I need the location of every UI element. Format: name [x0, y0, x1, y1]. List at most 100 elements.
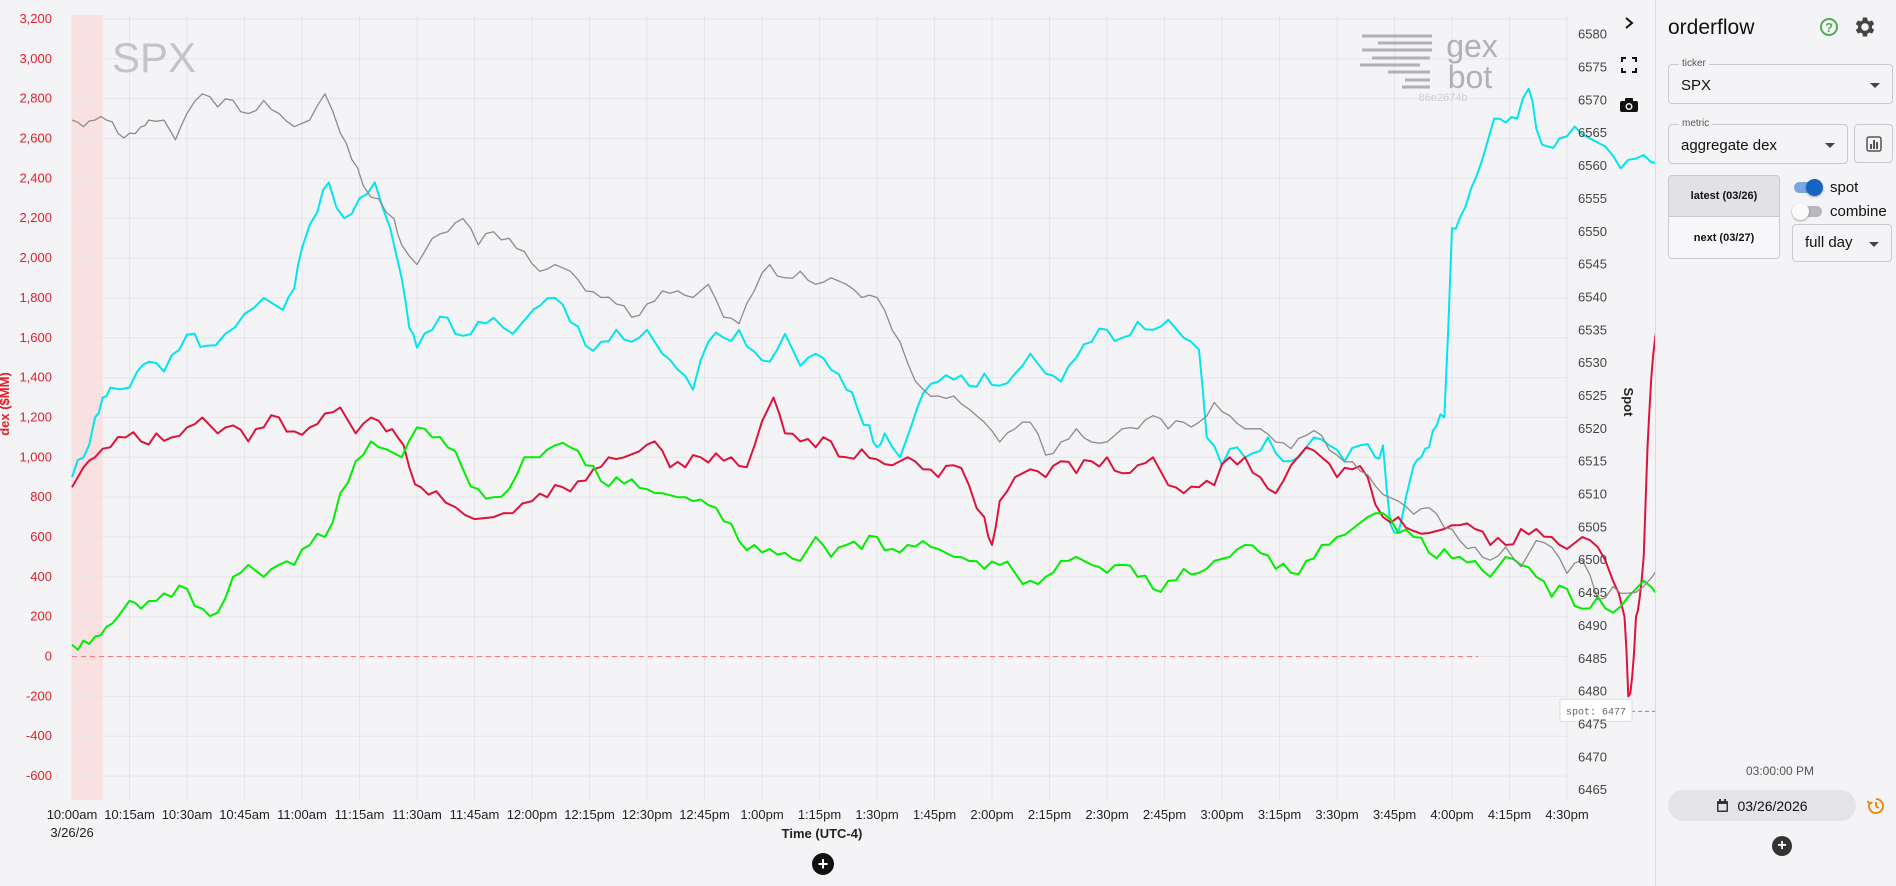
- plus-icon: +: [817, 854, 829, 874]
- x-tick-label: 2:30pm: [1085, 807, 1128, 822]
- chevron-right-icon: [1625, 17, 1634, 29]
- y-right-tick-label: 6495: [1578, 585, 1607, 600]
- history-icon[interactable]: [1866, 796, 1886, 816]
- pre-session-shading: [72, 15, 103, 800]
- y-left-tick-label: 400: [30, 569, 52, 584]
- y-right-tick-label: 6560: [1578, 158, 1607, 173]
- x-tick-label: 11:00am: [277, 807, 327, 822]
- spot-toggle-label: spot: [1830, 178, 1859, 196]
- y-left-tick-label: 2,200: [19, 210, 52, 225]
- metric-chart-button[interactable]: [1854, 124, 1893, 163]
- add-chart-button[interactable]: +: [812, 853, 834, 875]
- spot-label: spot: 6477: [1566, 707, 1626, 718]
- spot-label-box: [1559, 698, 1633, 722]
- add-panel-button[interactable]: +: [1772, 836, 1792, 856]
- y-right-axis-title: Spot: [1621, 388, 1636, 418]
- x-tick-label: 1:45pm: [913, 807, 956, 822]
- x-tick-label: 12:00pm: [507, 807, 558, 822]
- camera-icon: [1620, 98, 1638, 112]
- combine-toggle[interactable]: combine: [1792, 201, 1887, 221]
- y-right-tick-label: 6545: [1578, 257, 1607, 272]
- chart-area[interactable]: SPX gex bot 86e2674b spot: 6477 -600 -400 -200 0…: [0, 0, 1655, 886]
- y-left-tick-label: -400: [26, 728, 52, 743]
- series-line-0: [71, 87, 1655, 534]
- spot-toggle[interactable]: spot: [1794, 177, 1858, 197]
- spot-toggle-track[interactable]: [1794, 178, 1823, 196]
- current-time: 03:00:00 PM: [1746, 764, 1815, 778]
- spot-toggle-knob[interactable]: [1806, 178, 1823, 196]
- y-right-tick-label: 6490: [1578, 618, 1607, 633]
- y-right-tick-label: 6580: [1578, 27, 1607, 42]
- y-left-tick-label: -200: [26, 688, 52, 703]
- metric-select[interactable]: metric aggregate dex: [1668, 118, 1848, 164]
- y-left-tick-label: 3,200: [19, 11, 52, 26]
- watermark-id: 86e2674b: [1419, 92, 1468, 104]
- series-line-3: [71, 93, 1655, 601]
- x-tick-label: 10:30am: [162, 807, 213, 822]
- y-right-tick-label: 6510: [1578, 487, 1607, 502]
- x-tick-label: 12:30pm: [622, 807, 673, 822]
- y-left-tick-label: 1,800: [19, 290, 52, 305]
- y-left-tick-label: 3,000: [19, 51, 52, 66]
- bar-chart-icon: [1865, 135, 1882, 152]
- x-tick-label: 1:30pm: [855, 807, 898, 822]
- x-tick-label: 11:30am: [392, 807, 442, 822]
- fullscreen-button[interactable]: [1616, 52, 1642, 78]
- x-tick-label: 12:45pm: [679, 807, 730, 822]
- x-tick-label: 2:15pm: [1028, 807, 1071, 822]
- x-tick-label: 2:00pm: [970, 807, 1013, 822]
- y-left-tick-label: 2,400: [19, 170, 52, 185]
- watermark-ticker: SPX: [112, 34, 196, 81]
- y-right-tick-label: 6505: [1578, 519, 1607, 534]
- y-right-tick-label: 6550: [1578, 224, 1607, 239]
- y-right-tick-label: 6530: [1578, 355, 1607, 370]
- y-left-tick-label: 800: [30, 489, 52, 504]
- y-left-tick-label: 1,000: [19, 449, 52, 464]
- y-right-tick-label: 6520: [1578, 421, 1607, 436]
- y-right-tick-label: 6535: [1578, 322, 1607, 337]
- x-tick-label: 10:15am: [104, 807, 155, 822]
- gear-icon[interactable]: [1852, 14, 1878, 40]
- chevron-down-icon: [1825, 143, 1835, 148]
- y-left-tick-label: 200: [30, 609, 52, 624]
- range-value: full day: [1805, 234, 1853, 251]
- x-tick-label: 4:30pm: [1545, 807, 1588, 822]
- y-left-tick-label: 0: [45, 649, 52, 664]
- collapse-sidebar-button[interactable]: [1616, 10, 1642, 36]
- y-right-tick-label: 6480: [1578, 684, 1607, 699]
- metric-label: metric: [1679, 118, 1713, 129]
- expiry-latest-button[interactable]: latest (03/26): [1668, 175, 1780, 217]
- chevron-down-icon: [1870, 83, 1880, 88]
- y-left-tick-label: 600: [30, 529, 52, 544]
- ticker-select[interactable]: ticker SPX: [1668, 58, 1893, 104]
- expiry-next-button[interactable]: next (03/27): [1668, 217, 1780, 259]
- x-tick-label: 2:45pm: [1143, 807, 1186, 822]
- combine-toggle-track[interactable]: [1792, 202, 1822, 220]
- y-left-tick-label: -600: [26, 768, 52, 783]
- y-left-tick-label: 2,000: [19, 250, 52, 265]
- range-select[interactable]: full day: [1792, 224, 1892, 262]
- y-left-tick-label: 1,200: [19, 409, 52, 424]
- date-picker[interactable]: 03/26/2026: [1668, 790, 1856, 821]
- y-right-tick-label: 6475: [1578, 716, 1607, 731]
- logo-text-top: gex: [1446, 28, 1498, 64]
- x-tick-label: 3:00pm: [1200, 807, 1243, 822]
- combine-toggle-knob[interactable]: [1792, 202, 1809, 220]
- x-tick-label: 10:45am: [219, 807, 270, 822]
- help-icon[interactable]: ?: [1820, 18, 1838, 36]
- y-right-tick-label: 6500: [1578, 552, 1607, 567]
- x-tick-label: 3:45pm: [1373, 807, 1416, 822]
- y-right-tick-label: 6570: [1578, 92, 1607, 107]
- y-left-axis-title: dex ($MM): [0, 372, 12, 436]
- y-left-tick-label: 1,400: [19, 370, 52, 385]
- plus-icon: +: [1777, 837, 1787, 854]
- x-tick-label: 3:30pm: [1315, 807, 1358, 822]
- x-tick-label: 1:15pm: [798, 807, 841, 822]
- x-tick-label: 11:15am: [335, 807, 385, 822]
- screenshot-button[interactable]: [1616, 92, 1642, 118]
- y-right-tick-label: 6515: [1578, 454, 1607, 469]
- sidebar: orderflow ? ticker SPX metric aggregate …: [1655, 0, 1896, 886]
- y-right-tick-label: 6470: [1578, 749, 1607, 764]
- x-date-label: 3/26/26: [50, 825, 93, 840]
